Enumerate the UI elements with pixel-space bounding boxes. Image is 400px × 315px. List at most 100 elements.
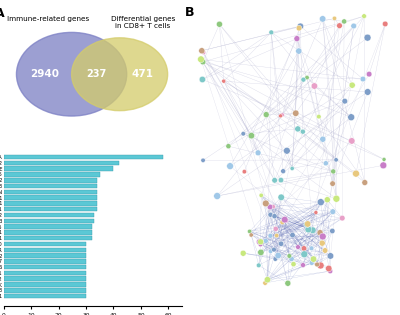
Point [283, 218, 290, 223]
Point [258, 250, 264, 255]
Point [286, 253, 292, 258]
Point [257, 242, 264, 247]
Bar [4, 190, 97, 194]
Point [364, 89, 371, 94]
Point [360, 77, 366, 82]
Point [319, 241, 326, 246]
Point [300, 129, 306, 134]
Point [258, 239, 264, 244]
Point [268, 249, 274, 254]
Bar [4, 172, 100, 177]
Point [361, 14, 367, 19]
Point [308, 246, 315, 251]
Point [275, 253, 281, 258]
Point [279, 220, 286, 225]
Point [282, 217, 288, 222]
Bar [4, 230, 92, 235]
Point [317, 230, 323, 235]
Point [240, 131, 246, 136]
Point [216, 22, 223, 27]
Point [324, 197, 330, 202]
Point [348, 115, 354, 120]
Point [341, 19, 347, 24]
Point [267, 233, 274, 238]
Point [381, 157, 387, 162]
Point [294, 126, 301, 131]
Point [316, 114, 322, 119]
Point [318, 263, 324, 268]
Bar [4, 242, 86, 246]
Point [280, 169, 286, 174]
Point [304, 75, 310, 80]
Point [333, 157, 339, 162]
Point [362, 180, 368, 185]
Bar [4, 201, 97, 206]
Point [263, 112, 270, 117]
Point [270, 204, 276, 209]
Point [320, 16, 326, 21]
Point [348, 138, 355, 143]
Point [272, 178, 278, 183]
Point [330, 169, 336, 174]
Point [320, 234, 326, 239]
Point [342, 99, 348, 104]
Point [284, 148, 290, 153]
Point [241, 169, 248, 174]
Point [227, 163, 233, 169]
Bar [4, 178, 97, 182]
Point [200, 59, 206, 64]
Point [262, 201, 269, 206]
Point [353, 171, 359, 176]
Point [301, 246, 307, 251]
Text: B: B [185, 7, 195, 20]
Point [339, 215, 346, 220]
Point [279, 112, 286, 117]
Point [295, 244, 301, 249]
Bar [4, 184, 97, 188]
Point [200, 158, 206, 163]
Point [262, 280, 268, 285]
Point [278, 178, 284, 183]
Point [248, 232, 254, 238]
Point [310, 228, 316, 233]
Point [320, 137, 326, 142]
Point [311, 83, 318, 89]
Bar [4, 253, 86, 258]
Point [364, 35, 371, 40]
Point [305, 227, 312, 232]
Point [277, 113, 284, 118]
Bar [4, 155, 163, 159]
Point [288, 256, 295, 261]
Point [271, 214, 278, 219]
Point [246, 229, 253, 234]
Point [225, 144, 232, 149]
Point [256, 239, 263, 244]
Point [271, 247, 277, 252]
Text: 2940: 2940 [30, 69, 60, 79]
Point [318, 200, 324, 205]
Point [294, 36, 300, 41]
Point [327, 253, 334, 258]
Point [278, 241, 284, 246]
Bar [4, 195, 97, 200]
Point [255, 150, 261, 155]
Point [272, 256, 278, 261]
Point [214, 193, 220, 198]
Point [382, 21, 388, 26]
Bar [4, 271, 86, 275]
Point [292, 111, 299, 116]
Point [336, 23, 343, 28]
Point [220, 79, 227, 84]
Bar [4, 288, 86, 293]
Text: Differential genes
in CD8+ T cells: Differential genes in CD8+ T cells [110, 16, 175, 29]
Point [248, 133, 255, 138]
Point [314, 262, 320, 267]
Circle shape [16, 32, 127, 116]
Point [366, 72, 372, 77]
Bar [4, 213, 94, 217]
Point [300, 77, 307, 82]
Point [310, 257, 317, 262]
Point [285, 281, 291, 286]
Point [296, 49, 302, 54]
Bar [4, 282, 86, 287]
